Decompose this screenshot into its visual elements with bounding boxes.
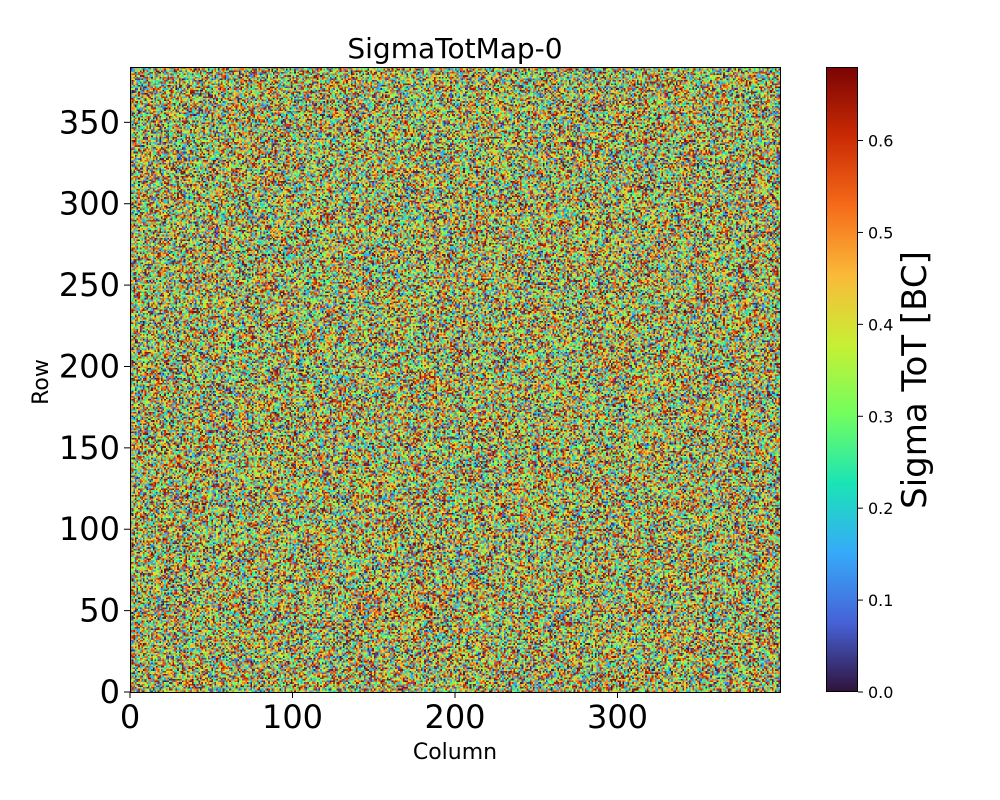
colorbar-frame bbox=[826, 67, 858, 692]
y-tick-label: 150 bbox=[59, 429, 120, 467]
x-tick-label: 200 bbox=[424, 698, 485, 736]
x-tick-label: 300 bbox=[587, 698, 648, 736]
y-tick-label: 300 bbox=[59, 185, 120, 223]
x-axis: 0 100 200 300 bbox=[120, 692, 648, 736]
chart-title: SigmaTotMap-0 bbox=[347, 32, 562, 65]
y-axis-label: Row bbox=[29, 359, 54, 405]
colorbar-tick-label: 0.4 bbox=[868, 315, 893, 334]
colorbar-tick-label: 0.2 bbox=[868, 499, 893, 518]
y-axis: 0 50 100 150 200 250 300 350 bbox=[59, 103, 130, 711]
colorbar-axis: 0.0 0.1 0.2 0.3 0.4 0.5 0.6 bbox=[858, 132, 893, 702]
y-tick-label: 350 bbox=[59, 103, 120, 141]
y-tick-label: 100 bbox=[59, 510, 120, 548]
colorbar-tick-label: 0.3 bbox=[868, 407, 893, 426]
x-tick-label: 0 bbox=[120, 698, 140, 736]
colorbar-tick-label: 0.6 bbox=[868, 132, 893, 151]
heatmap-image-container bbox=[130, 67, 780, 692]
y-tick-label: 50 bbox=[79, 592, 120, 630]
y-tick-label: 250 bbox=[59, 266, 120, 304]
colorbar bbox=[826, 67, 858, 692]
x-tick-label: 100 bbox=[262, 698, 323, 736]
heatmap-image bbox=[130, 67, 780, 692]
x-axis-label: Column bbox=[413, 740, 497, 765]
y-tick-label: 200 bbox=[59, 347, 120, 385]
colorbar-tick-label: 0.0 bbox=[868, 683, 893, 702]
colorbar-label: Sigma ToT [BC] bbox=[895, 251, 935, 509]
colorbar-tick-label: 0.1 bbox=[868, 591, 893, 610]
y-tick-label: 0 bbox=[100, 673, 120, 711]
colorbar-tick-label: 0.5 bbox=[868, 223, 893, 242]
